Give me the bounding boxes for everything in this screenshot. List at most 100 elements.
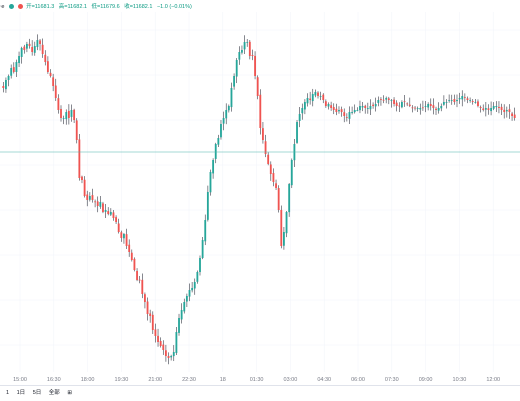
candle-body xyxy=(427,104,430,108)
candle-body xyxy=(128,244,131,252)
candle-body xyxy=(251,55,254,56)
candle-body xyxy=(209,172,212,193)
candle-body xyxy=(241,50,243,53)
candle-body xyxy=(188,290,191,297)
calendar-icon[interactable]: ⊞ xyxy=(67,390,72,396)
candle-body xyxy=(206,192,209,220)
candle-body xyxy=(225,110,228,119)
candle-body xyxy=(471,101,474,102)
candle-body xyxy=(414,107,416,109)
candle-body xyxy=(505,110,508,112)
candle-body xyxy=(324,101,327,106)
timeframe-1[interactable]: 1 xyxy=(6,390,10,396)
candle-body xyxy=(267,154,270,164)
candle-body xyxy=(175,332,178,354)
candle-body xyxy=(2,86,5,88)
candle-body xyxy=(246,42,249,43)
ohlc-legend: ᐧe 开=11681.3 高=11682.1 低=11679.6 收=11682… xyxy=(0,1,195,13)
candle-body xyxy=(259,94,262,128)
candle-body xyxy=(319,96,322,97)
candle-body xyxy=(513,114,516,118)
timeframe-1d[interactable]: 1日 xyxy=(16,390,26,396)
candle-body xyxy=(277,188,280,210)
candle-body xyxy=(445,102,448,103)
candle-body xyxy=(65,112,68,120)
candle-body xyxy=(442,102,445,105)
candle-body xyxy=(440,106,443,109)
candle-body xyxy=(340,109,343,112)
candle-body xyxy=(477,101,479,106)
candle-body xyxy=(327,104,330,107)
candle-body xyxy=(180,310,183,320)
timeframe-5d[interactable]: 5日 xyxy=(32,390,42,396)
candle-body xyxy=(508,109,511,112)
candle-body xyxy=(204,220,207,242)
candle-body xyxy=(288,184,291,213)
candle-body xyxy=(416,108,419,109)
candle-body xyxy=(248,41,251,56)
candle-body xyxy=(191,288,194,291)
candle-body xyxy=(41,44,44,54)
candle-body xyxy=(275,183,277,188)
low-value: 低=11679.6 xyxy=(91,4,120,10)
candle-body xyxy=(199,258,201,273)
candle-body xyxy=(120,232,123,238)
candle-body xyxy=(503,109,506,112)
candle-body xyxy=(144,294,146,302)
candle-body xyxy=(411,107,414,109)
candle-body xyxy=(233,76,236,87)
x-tick-label: 18 xyxy=(220,377,226,383)
candle-body xyxy=(393,99,395,104)
candle-body xyxy=(511,113,513,116)
candle-body xyxy=(117,223,120,232)
candle-body xyxy=(474,102,477,103)
candle-body xyxy=(401,102,403,108)
candle-body xyxy=(372,104,374,106)
candle-body xyxy=(280,209,283,246)
candle-body xyxy=(227,106,230,111)
alert-dot-icon xyxy=(17,4,23,10)
candle-body xyxy=(301,108,304,114)
candle-body xyxy=(60,108,62,118)
candle-body xyxy=(382,99,385,101)
candle-body xyxy=(193,282,196,289)
candle-body xyxy=(424,106,427,107)
candle-body xyxy=(136,270,138,280)
x-tick-label: 15:00 xyxy=(13,377,27,383)
candle-body xyxy=(317,92,319,96)
x-tick-label: 10:30 xyxy=(453,377,467,383)
candle-body xyxy=(133,258,136,270)
candle-body xyxy=(73,109,76,120)
high-value: 高=11682.1 xyxy=(58,4,87,10)
candle-body xyxy=(154,329,157,336)
candle-body xyxy=(141,279,144,294)
candle-body xyxy=(298,114,301,121)
candle-body xyxy=(146,301,149,314)
candle-body xyxy=(495,106,498,108)
candle-body xyxy=(408,104,411,106)
candle-body xyxy=(387,98,390,100)
candle-body xyxy=(183,302,186,312)
candlestick-chart[interactable]: 15:00 16:30 18:00 19:30 21:00 22:30 18 01:30 03:… xyxy=(0,0,520,385)
change-value: −1.0 (−0.01%) xyxy=(156,4,192,10)
candle-body xyxy=(159,341,162,346)
candle-body xyxy=(102,203,104,212)
x-axis: 15:00 16:30 18:00 19:30 21:00 22:30 18 01:30 03:… xyxy=(13,377,500,383)
candle-body xyxy=(361,106,364,108)
candle-body xyxy=(138,279,141,281)
candle-body xyxy=(322,94,325,100)
candle-body xyxy=(498,106,500,108)
candle-body xyxy=(75,120,78,140)
candle-body xyxy=(345,117,348,118)
candle-body xyxy=(282,232,285,246)
x-tick-label: 19:30 xyxy=(115,377,129,383)
candle-body xyxy=(15,62,18,73)
candle-body xyxy=(419,108,422,110)
candle-body xyxy=(330,105,333,108)
candle-body xyxy=(123,234,125,239)
timeframe-all[interactable]: 全部 xyxy=(48,390,60,396)
candle-body xyxy=(238,52,241,60)
candle-body xyxy=(262,128,264,140)
candle-body xyxy=(201,240,204,258)
candle-body xyxy=(99,202,102,207)
